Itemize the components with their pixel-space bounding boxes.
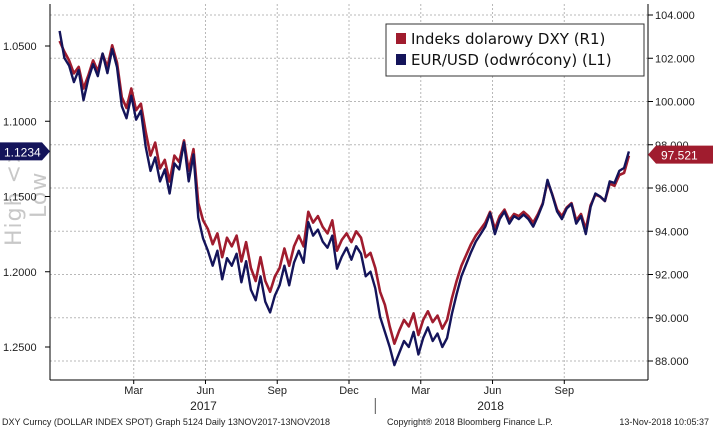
legend-swatch (396, 54, 406, 65)
x-axis-month-label: Dec (339, 385, 359, 397)
right-axis-tick-label: 92.000 (655, 270, 689, 282)
x-axis-month-label: Mar (411, 385, 430, 397)
left-last-value-tag (0, 142, 50, 161)
legend-label: EUR/USD (odwrócony) (L1) (411, 51, 612, 69)
footer-security-description: DXY Curncy (DOLLAR INDEX SPOT) Graph 512… (2, 417, 330, 427)
left-axis-tick-label: 1.1500 (3, 192, 37, 204)
right-axis-tick-label: 94.000 (655, 226, 689, 238)
x-axis-month-label: Sep (554, 385, 574, 397)
chart-footer: DXY Curncy (DOLLAR INDEX SPOT) Graph 512… (0, 414, 713, 430)
right-axis-tick-label: 96.000 (655, 183, 689, 195)
x-axis-month-label: Mar (124, 385, 143, 397)
dxy-eurusd-chart: 104.000102.000100.00098.00096.00094.0009… (0, 4, 713, 414)
dxy-series-line (58, 40, 631, 346)
footer-copyright: Copyright® 2018 Bloomberg Finance L.P. (387, 417, 553, 427)
left-last-value-label: 1.1234 (4, 145, 41, 159)
legend-label: Indeks dolarowy DXY (R1) (411, 30, 605, 48)
right-last-value-label: 97.521 (661, 149, 698, 163)
right-axis-tick-label: 90.000 (655, 313, 689, 325)
x-axis-month-label: Jun (197, 385, 215, 397)
right-last-value-tag (648, 145, 713, 164)
x-axis-month-label: Sep (267, 385, 287, 397)
legend-swatch (396, 33, 406, 44)
right-axis-tick-label: 100.000 (655, 97, 695, 109)
right-axis-tick-label: 102.000 (655, 53, 695, 65)
footer-timestamp: 13-Nov-2018 10:05:37 (619, 417, 709, 427)
left-axis-tick-label: 1.0500 (3, 41, 37, 53)
left-axis-tick-label: 1.2500 (3, 342, 37, 354)
right-axis-tick-label: 88.000 (655, 356, 689, 368)
x-axis-month-label: Jun (484, 385, 502, 397)
x-axis-year-label: 2017 (190, 399, 217, 413)
x-axis-year-label: 2018 (477, 399, 504, 413)
left-axis-tick-label: 1.1000 (3, 116, 37, 128)
right-axis-tick-label: 104.000 (655, 10, 695, 22)
left-axis-tick-label: 1.2000 (3, 267, 37, 279)
legend-box (385, 23, 645, 77)
eurusd-series-line (58, 30, 631, 367)
